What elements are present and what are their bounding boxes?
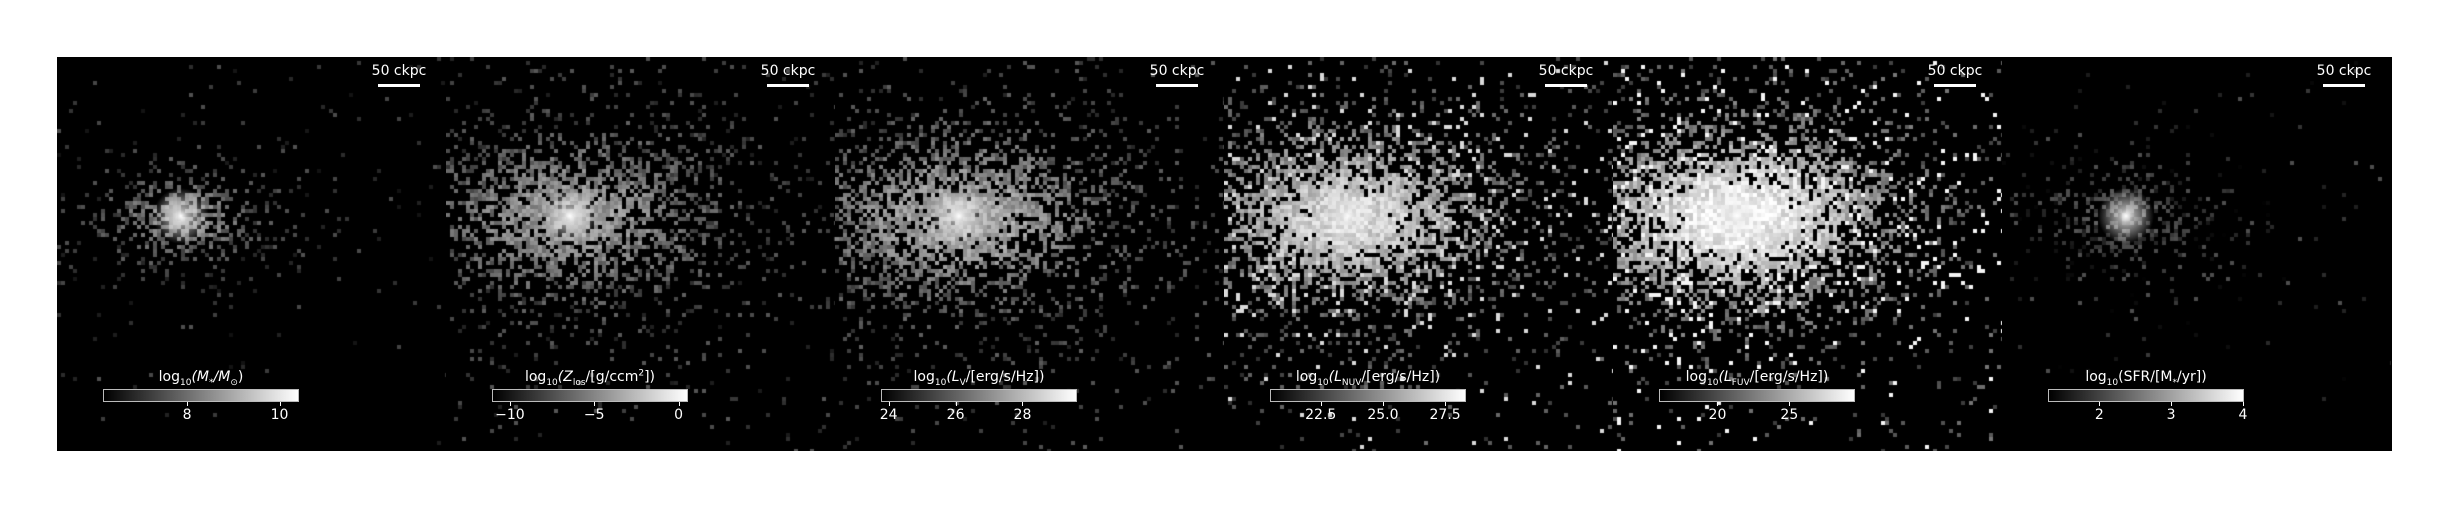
scalebar-line — [1156, 84, 1198, 87]
colorbar-tick — [1383, 402, 1384, 406]
scalebar-label: 50 ckpc — [757, 63, 819, 79]
colorbar-tick-label: 26 — [947, 407, 965, 423]
scalebar: 50 ckpc — [1535, 63, 1597, 87]
nuv-luminosity-map: 50 ckpc log10(LNUV/[erg/s/Hz]) 22.5 25.0 2… — [1224, 57, 1613, 451]
colorbar-tick-label: 20 — [1709, 407, 1727, 423]
colorbar-label: log10(Zlos/[g/ccm2]) — [492, 369, 688, 385]
scalebar-label: 50 ckpc — [1535, 63, 1597, 79]
colorbar-tick — [187, 402, 188, 406]
colorbar-tick — [594, 402, 595, 406]
colorbar: log10(M*/M⊙) 8 10 — [103, 369, 299, 422]
v-band-luminosity-map: 50 ckpc log10(LV/[erg/s/Hz]) 24 26 28 — [835, 57, 1224, 451]
colorbar: log10(Zlos/[g/ccm2]) −10 −5 0 — [492, 369, 688, 422]
scalebar: 50 ckpc — [368, 63, 430, 87]
colorbar-tick — [1445, 402, 1446, 406]
colorbar-tick — [1717, 402, 1718, 406]
colorbar-tick-label: 4 — [2239, 407, 2248, 423]
scalebar-line — [1934, 84, 1976, 87]
scalebar: 50 ckpc — [2313, 63, 2375, 87]
scalebar-line — [1545, 84, 1587, 87]
colorbar-gradient — [881, 389, 1077, 402]
colorbar-tick-label: 25 — [1780, 407, 1798, 423]
colorbar-tick — [889, 402, 890, 406]
colorbar-ticks: 8 10 — [103, 402, 299, 422]
fuv-luminosity-map: 50 ckpc log10(LFUV/[erg/s/Hz]) 20 25 — [1613, 57, 2002, 451]
colorbar-tick-label: 22.5 — [1305, 407, 1336, 423]
colorbar-tick — [1321, 402, 1322, 406]
colorbar-tick — [1022, 402, 1023, 406]
colorbar: log10(LNUV/[erg/s/Hz]) 22.5 25.0 27.5 — [1270, 369, 1466, 422]
scalebar: 50 ckpc — [757, 63, 819, 87]
colorbar-tick-label: 8 — [183, 407, 192, 423]
scalebar-line — [2323, 84, 2365, 87]
image-strip: 50 ckpc log10(M*/M⊙) 8 10 50 ckpc log10(Z… — [57, 57, 2392, 451]
colorbar-label: log10(M*/M⊙) — [103, 369, 299, 385]
scalebar-label: 50 ckpc — [1146, 63, 1208, 79]
colorbar-gradient — [492, 389, 688, 402]
colorbar-tick-label: −5 — [584, 407, 605, 423]
colorbar-ticks: 20 25 — [1659, 402, 1855, 422]
scalebar-line — [767, 84, 809, 87]
colorbar-ticks: −10 −5 0 — [492, 402, 688, 422]
metallicity-map: 50 ckpc log10(Zlos/[g/ccm2]) −10 −5 0 — [446, 57, 835, 451]
colorbar: log10(LFUV/[erg/s/Hz]) 20 25 — [1659, 369, 1855, 422]
sfr-map: 50 ckpc log10(SFR/[M*/yr]) 2 3 4 — [2002, 57, 2391, 451]
colorbar-tick-label: 27.5 — [1430, 407, 1461, 423]
colorbar-tick — [2243, 402, 2244, 406]
colorbar-tick — [280, 402, 281, 406]
colorbar-tick — [510, 402, 511, 406]
colorbar-tick-label: 0 — [674, 407, 683, 423]
colorbar-label: log10(LNUV/[erg/s/Hz]) — [1270, 369, 1466, 385]
colorbar-tick-label: 2 — [2095, 407, 2104, 423]
scalebar: 50 ckpc — [1146, 63, 1208, 87]
scalebar-label: 50 ckpc — [2313, 63, 2375, 79]
colorbar-ticks: 22.5 25.0 27.5 — [1270, 402, 1466, 422]
colorbar-label: log10(LV/[erg/s/Hz]) — [881, 369, 1077, 385]
colorbar-tick-label: 10 — [271, 407, 289, 423]
colorbar-label: log10(LFUV/[erg/s/Hz]) — [1659, 369, 1855, 385]
colorbar-tick-label: 24 — [880, 407, 898, 423]
colorbar-tick-label: −10 — [495, 407, 525, 423]
colorbar-tick — [679, 402, 680, 406]
colorbar-gradient — [2048, 389, 2244, 402]
colorbar-tick-label: 3 — [2167, 407, 2176, 423]
colorbar-tick-label: 28 — [1014, 407, 1032, 423]
scalebar-label: 50 ckpc — [368, 63, 430, 79]
colorbar: log10(LV/[erg/s/Hz]) 24 26 28 — [881, 369, 1077, 422]
scalebar: 50 ckpc — [1924, 63, 1986, 87]
colorbar-tick — [956, 402, 957, 406]
colorbar-gradient — [1270, 389, 1466, 402]
colorbar-tick-label: 25.0 — [1367, 407, 1398, 423]
colorbar-tick — [2171, 402, 2172, 406]
scalebar-line — [378, 84, 420, 87]
colorbar-gradient — [1659, 389, 1855, 402]
stellar-mass-map: 50 ckpc log10(M*/M⊙) 8 10 — [57, 57, 446, 451]
colorbar-gradient — [103, 389, 299, 402]
scalebar-label: 50 ckpc — [1924, 63, 1986, 79]
colorbar-tick — [1789, 402, 1790, 406]
colorbar-ticks: 24 26 28 — [881, 402, 1077, 422]
colorbar-label: log10(SFR/[M*/yr]) — [2048, 369, 2244, 385]
colorbar-tick — [2099, 402, 2100, 406]
